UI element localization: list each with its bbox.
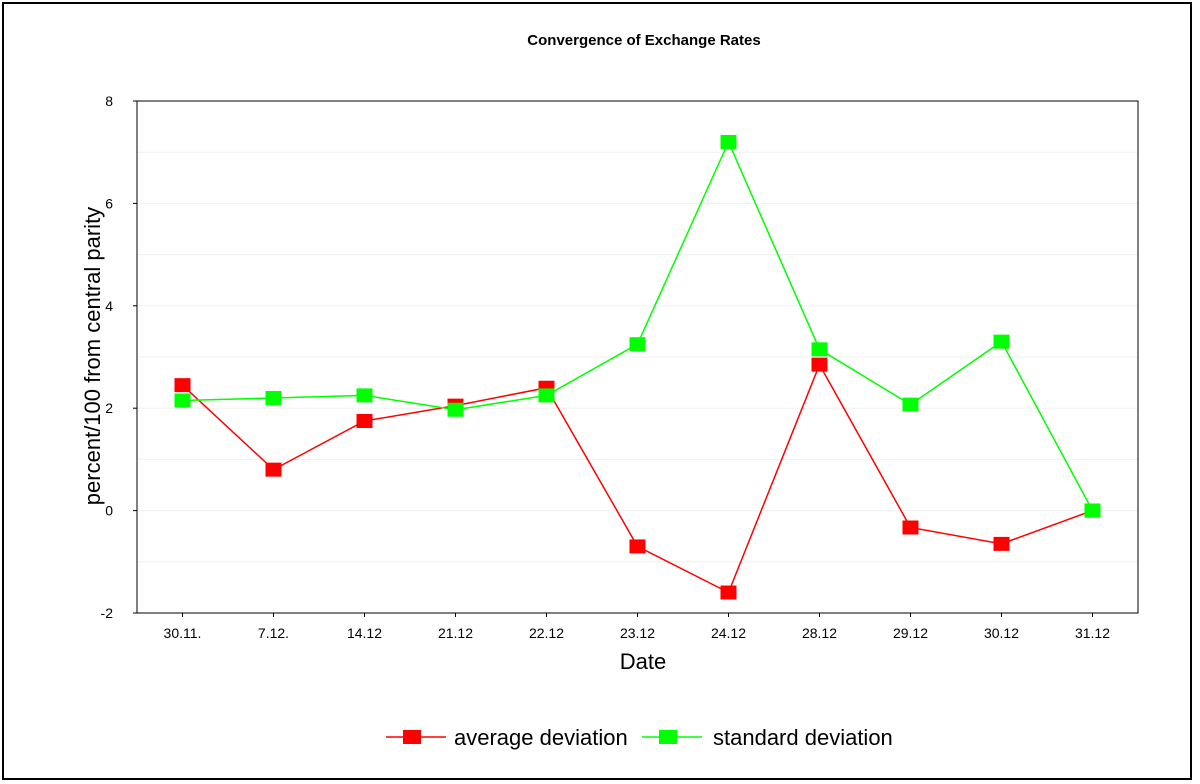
x-tick-label: 29.12 bbox=[893, 625, 928, 641]
y-tick-label: 0 bbox=[105, 503, 113, 519]
series-point-1 bbox=[1084, 503, 1101, 518]
series-point-1 bbox=[720, 134, 737, 149]
gridlines bbox=[137, 151, 1138, 563]
series-point-1 bbox=[174, 393, 191, 408]
x-tick-label: 28.12 bbox=[802, 625, 837, 641]
y-tick-label: 8 bbox=[105, 93, 113, 109]
series-line-1 bbox=[182, 140, 1094, 511]
x-tick-label: 30.11. bbox=[164, 625, 202, 641]
x-tick-label: 7.12. bbox=[258, 625, 289, 641]
y-tick-label: 6 bbox=[105, 195, 113, 211]
y-tick-label: 2 bbox=[105, 400, 113, 416]
y-tick-label: -2 bbox=[101, 605, 114, 621]
x-tick-label: 23.12 bbox=[620, 625, 655, 641]
series-point-1 bbox=[538, 388, 555, 403]
series-point-1 bbox=[629, 337, 646, 352]
legend-label-0: average deviation bbox=[454, 725, 628, 750]
series-point-0 bbox=[811, 357, 828, 372]
x-axis-label: Date bbox=[620, 649, 666, 674]
series-point-1 bbox=[447, 402, 464, 417]
axis-ticks: -2 0 2 4 6 8 30.11. 7.12. 14.12 21.12 22.12 23.12 24… bbox=[101, 93, 1111, 641]
series-point-0 bbox=[356, 414, 373, 428]
series-point-0 bbox=[720, 585, 737, 600]
series-point-0 bbox=[993, 536, 1010, 551]
legend-marker-1 bbox=[659, 730, 677, 744]
y-tick-label: 4 bbox=[105, 298, 113, 314]
series-point-1 bbox=[902, 397, 919, 412]
chart-title: Convergence of Exchange Rates bbox=[527, 32, 760, 49]
series-layer bbox=[174, 134, 1101, 600]
series-point-0 bbox=[902, 520, 919, 535]
series-point-1 bbox=[811, 342, 828, 357]
series-line-0 bbox=[181, 362, 1093, 594]
x-tick-label: 31.12 bbox=[1075, 625, 1110, 641]
x-tick-label: 24.12 bbox=[711, 625, 746, 641]
x-tick-label: 14.12 bbox=[347, 625, 382, 641]
series-point-0 bbox=[629, 539, 646, 554]
series-point-1 bbox=[265, 390, 282, 405]
series-point-1 bbox=[993, 334, 1010, 349]
legend-label-1: standard deviation bbox=[713, 725, 893, 750]
series-point-0 bbox=[265, 462, 282, 477]
y-axis-label: percent/100 from central parity bbox=[80, 207, 105, 505]
x-tick-label: 21.12 bbox=[438, 625, 473, 641]
series-point-0 bbox=[174, 378, 191, 393]
x-tick-label: 22.12 bbox=[529, 625, 564, 641]
series-point-1 bbox=[356, 388, 373, 403]
legend-marker-0 bbox=[403, 730, 421, 744]
x-tick-label: 30.12 bbox=[984, 625, 1019, 641]
legend: average deviation standard deviation bbox=[386, 725, 893, 750]
